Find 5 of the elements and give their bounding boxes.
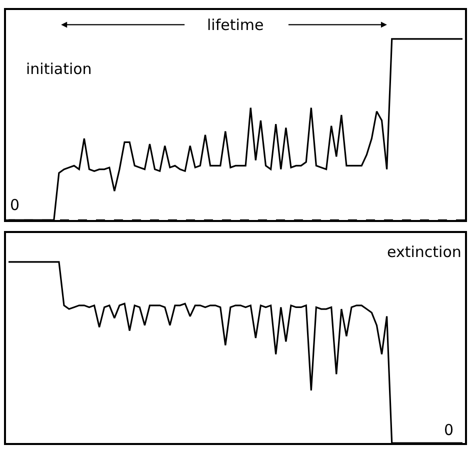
annotation: 0 [444,421,454,439]
text: lifetime [207,16,264,34]
annotation: initiation [26,60,92,78]
annotation: 0 [10,196,20,214]
text: extinction [387,243,462,261]
